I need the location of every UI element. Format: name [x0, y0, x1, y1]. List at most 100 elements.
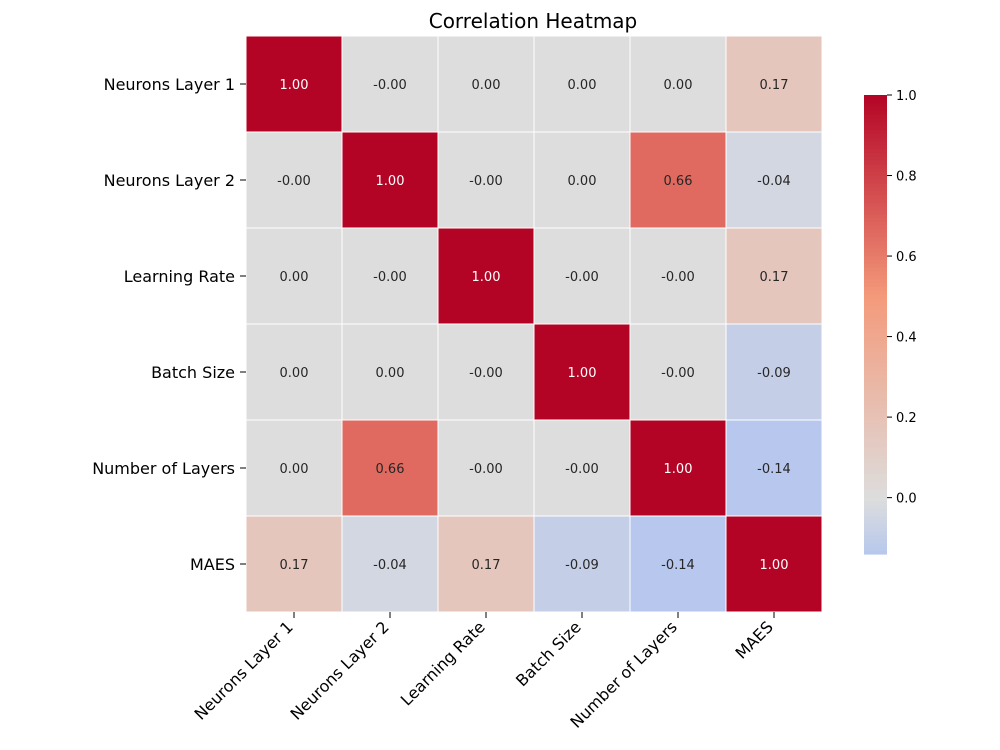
colorbar-segment: [864, 488, 887, 494]
colorbar-segment: [864, 531, 887, 536]
colorbar-segment: [864, 297, 887, 303]
cell-value-label: -0.00: [469, 366, 503, 381]
colorbar-segment: [864, 232, 887, 238]
colorbar-segment: [864, 129, 887, 134]
cell-value-label: -0.04: [373, 558, 407, 573]
colorbar-segment: [864, 175, 887, 180]
cell-value-label: -0.00: [469, 174, 503, 189]
x-tick-label: Learning Rate: [397, 617, 489, 709]
heatmap-cell: [533, 227, 631, 325]
cell-value-label: -0.04: [757, 174, 791, 189]
colorbar-segment: [864, 347, 887, 352]
colorbar-segment: [864, 416, 887, 421]
colorbar-tick-label: 0.2: [896, 411, 917, 426]
colorbar-segment: [864, 450, 887, 456]
colorbar-segment: [864, 198, 887, 203]
colorbar-segment: [864, 182, 887, 188]
colorbar-segment: [864, 194, 887, 199]
colorbar-segment: [864, 225, 887, 230]
cell-value-label: 1.00: [664, 462, 693, 477]
heatmap-cell: [533, 131, 631, 229]
colorbar-segment: [864, 140, 887, 146]
heatmap-cell: [437, 323, 535, 421]
x-tick-label: Neurons Layer 1: [190, 617, 296, 723]
colorbar-segment: [864, 305, 887, 310]
colorbar-segment: [864, 202, 887, 207]
colorbar-segment: [864, 156, 887, 161]
heatmap-cell: [437, 227, 535, 325]
colorbar-segment: [864, 335, 887, 341]
x-tick-label: Batch Size: [512, 617, 585, 690]
colorbar-segment: [864, 293, 887, 299]
colorbar-segment: [864, 114, 887, 119]
y-tick-label: Learning Rate: [124, 267, 235, 286]
colorbar-segment: [864, 351, 887, 356]
heatmap-cell: [341, 323, 439, 421]
colorbar-segment: [864, 286, 887, 291]
colorbar-segment: [864, 404, 887, 410]
heatmap-cell: [245, 323, 343, 421]
colorbar-segment: [864, 244, 887, 249]
heatmap-cell: [725, 515, 823, 613]
cell-value-label: -0.00: [469, 462, 503, 477]
heatmap-cell: [725, 323, 823, 421]
colorbar-segment: [864, 179, 887, 184]
colorbar-segment: [864, 213, 887, 218]
colorbar-segment: [864, 217, 887, 222]
cell-value-label: -0.00: [661, 270, 695, 285]
colorbar-segment: [864, 496, 887, 502]
cell-value-label: 1.00: [376, 174, 405, 189]
colorbar-segment: [864, 320, 887, 326]
x-tick-label: Neurons Layer 2: [286, 617, 392, 723]
colorbar: 0.0 0.2 0.4 0.6 0.8 1.0: [864, 89, 917, 555]
heatmap-cell: [533, 35, 631, 133]
colorbar-segment: [864, 393, 887, 398]
chart-title: Correlation Heatmap: [429, 9, 638, 33]
heatmap-cell: [725, 35, 823, 133]
colorbar-segment: [864, 259, 887, 264]
colorbar-tick-label: 0.0: [896, 492, 917, 507]
colorbar-segment: [864, 362, 887, 368]
colorbar-segment: [864, 106, 887, 111]
colorbar-segment: [864, 355, 887, 360]
heatmap-cell-labels: 1.00 -0.00 0.00 0.00 0.00 0.17 -0.00 1.00 -0.00 0…: [277, 78, 791, 573]
colorbar-segment: [864, 550, 887, 555]
colorbar-segment: [864, 339, 887, 345]
colorbar-segment: [864, 439, 887, 444]
cell-value-label: 1.00: [568, 366, 597, 381]
colorbar-segment: [864, 343, 887, 349]
heatmap-cell: [341, 35, 439, 133]
y-tick-label: MAES: [190, 555, 235, 574]
colorbar-segment: [864, 481, 887, 486]
colorbar-segment: [864, 313, 887, 318]
heatmap-cell: [629, 515, 727, 613]
colorbar-segment: [864, 389, 887, 394]
x-tick-label: Number of Layers: [566, 617, 680, 731]
colorbar-segment: [864, 255, 887, 261]
colorbar-segment: [864, 137, 887, 142]
cell-value-label: 0.17: [760, 78, 789, 93]
cell-value-label: 1.00: [472, 270, 501, 285]
cell-value-label: 0.00: [280, 270, 309, 285]
colorbar-segment: [864, 270, 887, 276]
colorbar-segment: [864, 511, 887, 517]
cell-value-label: 1.00: [280, 78, 309, 93]
colorbar-segment: [864, 401, 887, 406]
colorbar-segment: [864, 443, 887, 448]
cell-value-label: -0.14: [661, 558, 695, 573]
colorbar-segment: [864, 542, 887, 547]
colorbar-segment: [864, 508, 887, 513]
colorbar-segment: [864, 309, 887, 314]
colorbar-segment: [864, 278, 887, 284]
colorbar-segment: [864, 420, 887, 425]
y-tick-label: Neurons Layer 2: [104, 171, 235, 190]
colorbar-segment: [864, 125, 887, 131]
colorbar-segment: [864, 301, 887, 306]
colorbar-segment: [864, 462, 887, 467]
heatmap-cell: [437, 419, 535, 517]
colorbar-segment: [864, 190, 887, 196]
colorbar-segment: [864, 332, 887, 337]
colorbar-segment: [864, 102, 887, 108]
